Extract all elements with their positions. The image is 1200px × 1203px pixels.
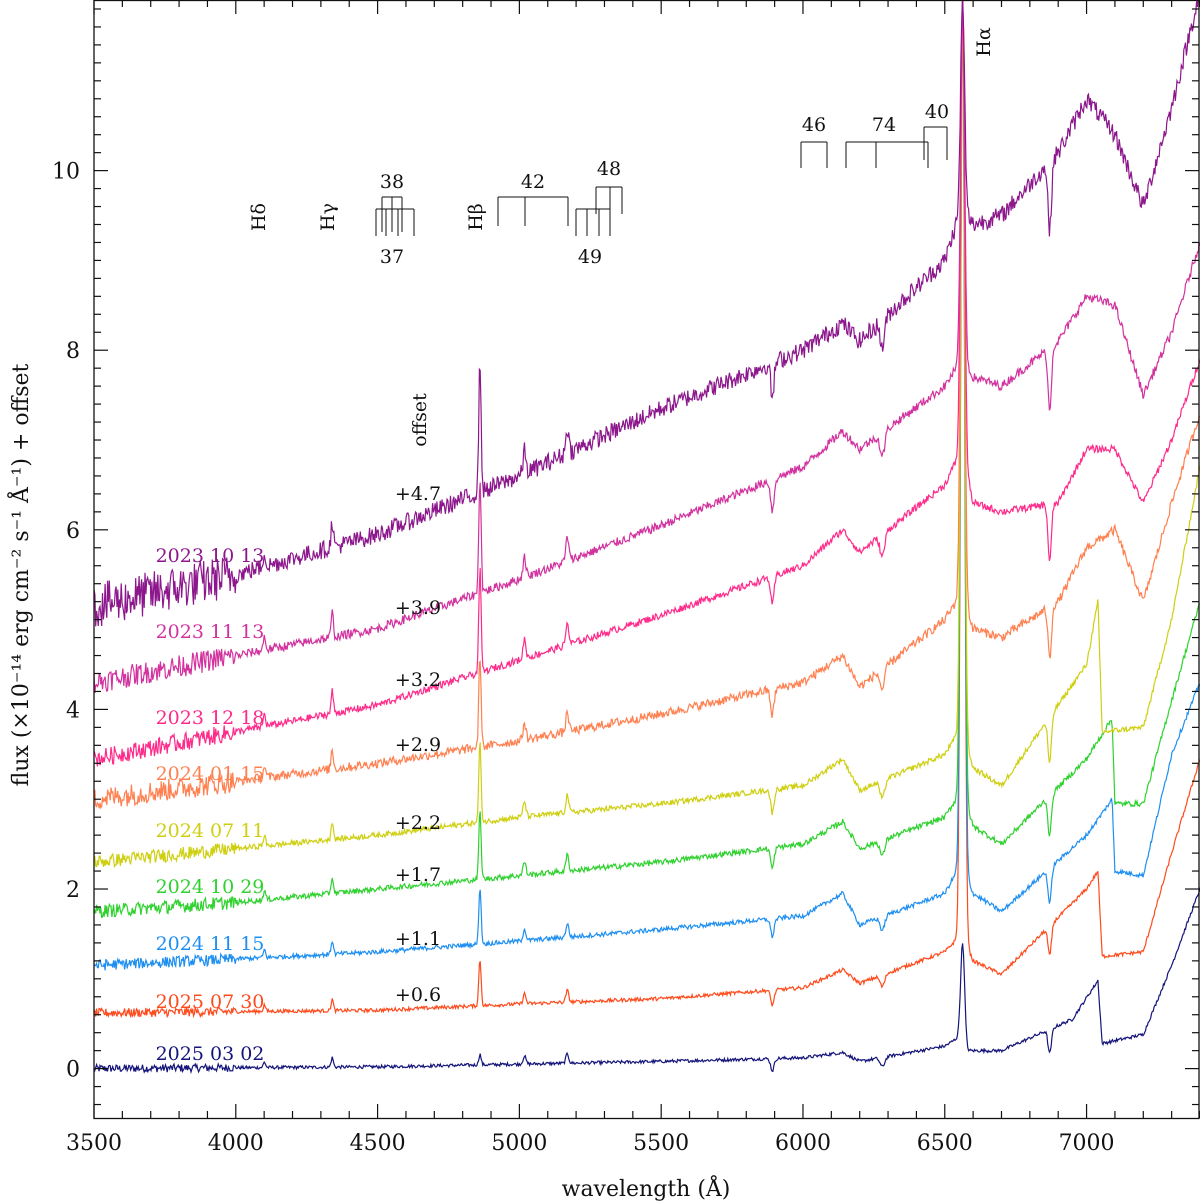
series-date-label-0: 2025 03 02 — [156, 1043, 265, 1065]
y-tick-label: 4 — [66, 698, 80, 723]
multiplet-37-ticks — [375, 208, 415, 236]
series-date-label-4: 2024 07 11 — [156, 820, 265, 842]
x-tick-label: 7000 — [1059, 1131, 1115, 1156]
series-date-label-5: 2024 01 15 — [156, 763, 265, 785]
series-offset-label-4: +2.2 — [395, 812, 441, 834]
multiplet-74-ticks — [845, 141, 929, 168]
y-axis-label: flux (×10⁻¹⁴ erg cm⁻² s⁻¹ Å⁻¹) + offset — [6, 363, 34, 786]
series-offset-label-5: +2.9 — [395, 734, 441, 756]
series-offset-label-8: +4.7 — [395, 483, 441, 505]
series-date-label-2: 2024 11 15 — [156, 933, 265, 955]
y-tick-label: 2 — [66, 878, 80, 903]
series-line-6 — [93, 0, 1200, 767]
plot-frame — [93, 0, 1200, 1120]
multiplet-49-ticks — [575, 208, 611, 236]
series-date-label-7: 2023 11 13 — [156, 621, 265, 643]
multiplet-42-label: 42 — [521, 171, 545, 193]
multiplet-40-ticks — [923, 126, 948, 160]
multiplet-48-label: 48 — [597, 158, 621, 180]
annotation-h-alpha: Hα — [973, 27, 995, 57]
multiplet-38-label: 38 — [380, 171, 404, 193]
multiplet-48-ticks — [595, 186, 623, 214]
x-tick-label: 5500 — [633, 1131, 689, 1156]
series-line-4 — [93, 0, 1200, 869]
y-tick-label: 0 — [66, 1058, 80, 1083]
series-line-5 — [93, 2, 1200, 810]
y-tick-label: 8 — [66, 339, 80, 364]
multiplet-42-ticks — [497, 196, 569, 226]
series-offset-label-6: +3.2 — [395, 669, 441, 691]
series-date-label-6: 2023 12 18 — [156, 707, 265, 729]
multiplet-74-label: 74 — [872, 114, 896, 136]
series-labels: 2025 03 02 2025 07 30 +0.6 2024 11 15 +1.1 20… — [156, 483, 441, 1065]
series-offset-label-7: +3.9 — [395, 597, 441, 619]
annotation-h-delta: Hδ — [248, 203, 270, 231]
offset-header: offset — [409, 393, 431, 447]
series-date-label-3: 2024 10 29 — [156, 876, 265, 898]
annotation-h-gamma: Hγ — [317, 203, 339, 231]
series-offset-label-2: +1.1 — [395, 928, 441, 950]
multiplet-38-ticks — [381, 196, 403, 232]
series-date-label-8: 2023 10 13 — [156, 545, 265, 567]
multiplet-40-label: 40 — [925, 101, 949, 123]
annotation-h-beta: Hβ — [465, 203, 487, 231]
multiplet-37-label: 37 — [380, 246, 404, 268]
y-tick-label: 10 — [52, 160, 80, 185]
x-tick-label: 6500 — [917, 1131, 973, 1156]
multiplet-49-label: 49 — [578, 246, 602, 268]
x-tick-label: 4000 — [208, 1131, 264, 1156]
x-tick-label: 3500 — [66, 1131, 122, 1156]
series-line-8 — [93, 0, 1199, 627]
series-line-1 — [93, 0, 1200, 1019]
y-tick-label: 6 — [66, 519, 80, 544]
series-offset-label-3: +1.7 — [395, 864, 441, 886]
series-line-2 — [93, 0, 1200, 971]
series-line-3 — [93, 0, 1200, 919]
series-layer — [93, 0, 1200, 1075]
series-line-0 — [93, 887, 1200, 1075]
x-tick-label: 4500 — [350, 1131, 406, 1156]
series-line-7 — [93, 2, 1200, 694]
multiplet-46-ticks — [800, 141, 828, 168]
x-tick-label: 6000 — [775, 1131, 831, 1156]
series-date-label-1: 2025 07 30 — [156, 991, 265, 1013]
series-offset-label-1: +0.6 — [395, 984, 441, 1006]
line-annotations: Hδ Hγ Hβ Hα 38 37 42 49 48 46 74 40 — [248, 27, 995, 268]
x-tick-label: 5000 — [491, 1131, 547, 1156]
multiplet-46-label: 46 — [802, 114, 826, 136]
x-axis-label: wavelength (Å) — [562, 1174, 731, 1202]
